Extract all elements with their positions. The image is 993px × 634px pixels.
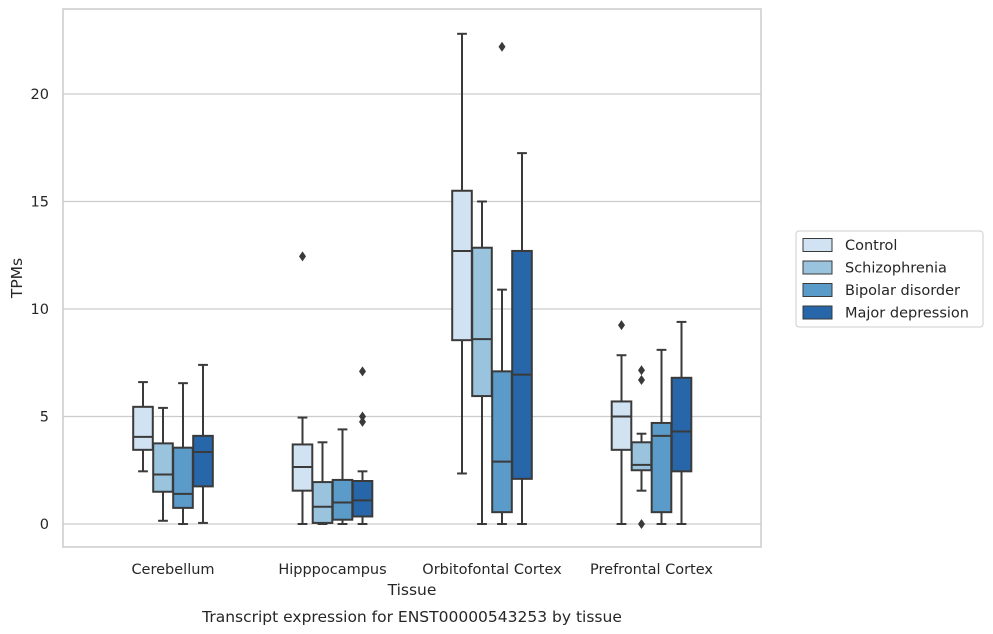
y-tick-20: 20 xyxy=(31,87,49,103)
box-body xyxy=(351,480,374,518)
box-body xyxy=(511,249,533,480)
box-body xyxy=(451,189,473,342)
box-body xyxy=(630,441,653,472)
legend: Control Schizophrenia Bipolar disorder Majo… xyxy=(795,230,984,328)
legend-swatch xyxy=(802,305,833,320)
outlier-point xyxy=(359,411,366,422)
y-tick-labels: 0 5 10 15 20 xyxy=(31,87,49,533)
box-control xyxy=(610,320,633,525)
box-control xyxy=(451,32,473,475)
legend-swatch xyxy=(802,283,833,297)
outlier-point xyxy=(498,41,506,52)
box-schizophrenia xyxy=(471,200,493,525)
box-schizophrenia xyxy=(152,406,174,522)
legend-label: Major depression xyxy=(845,306,969,322)
box-major-depression xyxy=(351,366,374,525)
legend-frame xyxy=(795,230,984,328)
box-body xyxy=(132,405,154,451)
outlier-point xyxy=(359,416,366,427)
box-body xyxy=(152,442,174,493)
box-schizophrenia xyxy=(630,365,653,529)
legend-label: Control xyxy=(845,238,897,254)
box-major-depression xyxy=(192,363,214,524)
legend-label: Schizophrenia xyxy=(845,261,947,277)
outlier-point xyxy=(638,519,645,529)
legend-label: Bipolar disorder xyxy=(845,283,960,299)
y-tick-10: 10 xyxy=(31,302,49,318)
x-tick-labels: Cerebellum Hipppocampus Orbitofontal Corte… xyxy=(131,562,713,578)
box-body xyxy=(192,434,214,488)
box-major-depression xyxy=(511,152,533,525)
box-major-depression xyxy=(670,320,693,525)
x-tick-label: Hipppocampus xyxy=(278,562,386,578)
chart-caption: Transcript expression for ENST0000054325… xyxy=(201,608,622,626)
y-tick-15: 15 xyxy=(31,195,49,211)
box-control xyxy=(291,251,314,525)
legend-swatch xyxy=(802,238,833,252)
box-body xyxy=(491,370,513,514)
box-body xyxy=(331,478,354,521)
box-body xyxy=(471,246,493,398)
box-bipolar-disorder xyxy=(331,428,354,525)
box-bipolar-disorder xyxy=(172,382,194,525)
outlier-point xyxy=(638,365,645,376)
outlier-point xyxy=(638,374,645,385)
box-control xyxy=(132,381,154,473)
x-tick-label: Orbitofontal Cortex xyxy=(422,562,562,578)
legend-swatch xyxy=(802,260,833,275)
outlier-point xyxy=(359,366,366,377)
box-body xyxy=(172,446,194,509)
box-groups xyxy=(132,32,693,529)
y-axis-title: TPMs xyxy=(8,258,26,299)
box-body xyxy=(610,400,633,451)
box-body xyxy=(670,376,693,473)
x-tick-label: Cerebellum xyxy=(131,562,214,578)
y-tick-5: 5 xyxy=(40,410,49,426)
outlier-point xyxy=(618,320,625,331)
outlier-point xyxy=(299,251,306,262)
box-body xyxy=(311,481,334,524)
y-tick-0: 0 xyxy=(40,517,49,533)
x-axis-title: Tissue xyxy=(387,581,437,599)
x-tick-label: Prefrontal Cortex xyxy=(590,562,713,578)
